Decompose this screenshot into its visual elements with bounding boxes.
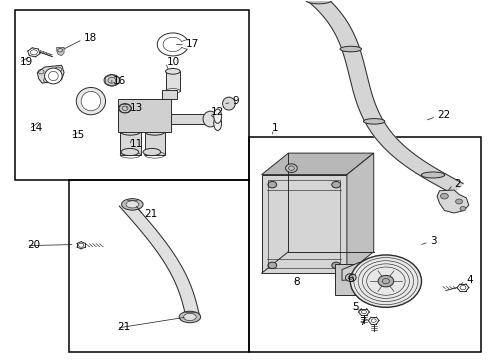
Text: 1: 1 xyxy=(271,123,277,133)
Ellipse shape xyxy=(267,262,276,269)
Polygon shape xyxy=(57,47,64,55)
Ellipse shape xyxy=(44,68,62,84)
Bar xyxy=(161,90,177,99)
Ellipse shape xyxy=(179,311,200,323)
Bar xyxy=(165,71,180,91)
Ellipse shape xyxy=(165,89,180,94)
Bar xyxy=(120,132,141,155)
Ellipse shape xyxy=(331,262,340,269)
Polygon shape xyxy=(302,0,462,194)
Text: 6: 6 xyxy=(346,274,353,284)
Ellipse shape xyxy=(76,87,105,115)
Text: 5: 5 xyxy=(351,302,358,312)
Ellipse shape xyxy=(285,164,297,172)
Polygon shape xyxy=(436,190,468,213)
Text: 2: 2 xyxy=(453,179,460,189)
Ellipse shape xyxy=(183,314,196,320)
Ellipse shape xyxy=(363,118,384,124)
Text: 21: 21 xyxy=(118,322,131,332)
Polygon shape xyxy=(37,65,64,83)
Text: 17: 17 xyxy=(185,39,199,49)
Text: 4: 4 xyxy=(466,275,472,285)
Ellipse shape xyxy=(126,201,139,208)
Text: 13: 13 xyxy=(130,103,143,113)
Ellipse shape xyxy=(305,0,331,4)
Ellipse shape xyxy=(345,274,355,282)
Ellipse shape xyxy=(81,91,101,111)
Text: 21: 21 xyxy=(144,209,158,219)
Ellipse shape xyxy=(222,97,235,110)
Bar xyxy=(249,137,480,352)
Text: 8: 8 xyxy=(293,277,299,287)
Text: 3: 3 xyxy=(429,236,435,246)
Polygon shape xyxy=(341,262,368,280)
Ellipse shape xyxy=(143,148,160,156)
Ellipse shape xyxy=(165,68,180,74)
Text: 7: 7 xyxy=(358,317,365,327)
Ellipse shape xyxy=(331,181,340,188)
Ellipse shape xyxy=(122,199,143,210)
Ellipse shape xyxy=(203,111,217,127)
Polygon shape xyxy=(261,175,346,273)
Ellipse shape xyxy=(267,181,276,188)
Text: 18: 18 xyxy=(83,33,97,43)
Ellipse shape xyxy=(459,207,465,211)
Text: 16: 16 xyxy=(113,76,126,86)
Text: 10: 10 xyxy=(166,57,179,67)
Ellipse shape xyxy=(120,128,141,135)
Ellipse shape xyxy=(339,46,361,52)
Bar xyxy=(69,180,249,352)
Text: 19: 19 xyxy=(20,57,33,67)
Text: 14: 14 xyxy=(30,123,43,133)
Bar xyxy=(144,132,164,155)
Polygon shape xyxy=(119,201,200,320)
Text: 11: 11 xyxy=(130,139,143,149)
Text: 22: 22 xyxy=(436,111,449,121)
Polygon shape xyxy=(346,153,373,273)
Ellipse shape xyxy=(213,116,221,131)
Ellipse shape xyxy=(421,172,444,178)
Text: 20: 20 xyxy=(27,239,41,249)
Text: 9: 9 xyxy=(232,96,239,106)
Ellipse shape xyxy=(213,109,221,123)
Ellipse shape xyxy=(377,275,393,287)
Bar xyxy=(334,264,363,295)
Text: 12: 12 xyxy=(210,107,223,117)
Text: 15: 15 xyxy=(71,130,84,140)
Polygon shape xyxy=(261,153,373,175)
Ellipse shape xyxy=(104,75,120,86)
Ellipse shape xyxy=(121,148,139,156)
Bar xyxy=(118,99,171,132)
Bar xyxy=(15,10,249,180)
Bar xyxy=(171,114,210,125)
Ellipse shape xyxy=(119,104,131,113)
Ellipse shape xyxy=(144,128,164,135)
Ellipse shape xyxy=(455,199,462,204)
Ellipse shape xyxy=(349,255,421,307)
Ellipse shape xyxy=(440,193,447,199)
